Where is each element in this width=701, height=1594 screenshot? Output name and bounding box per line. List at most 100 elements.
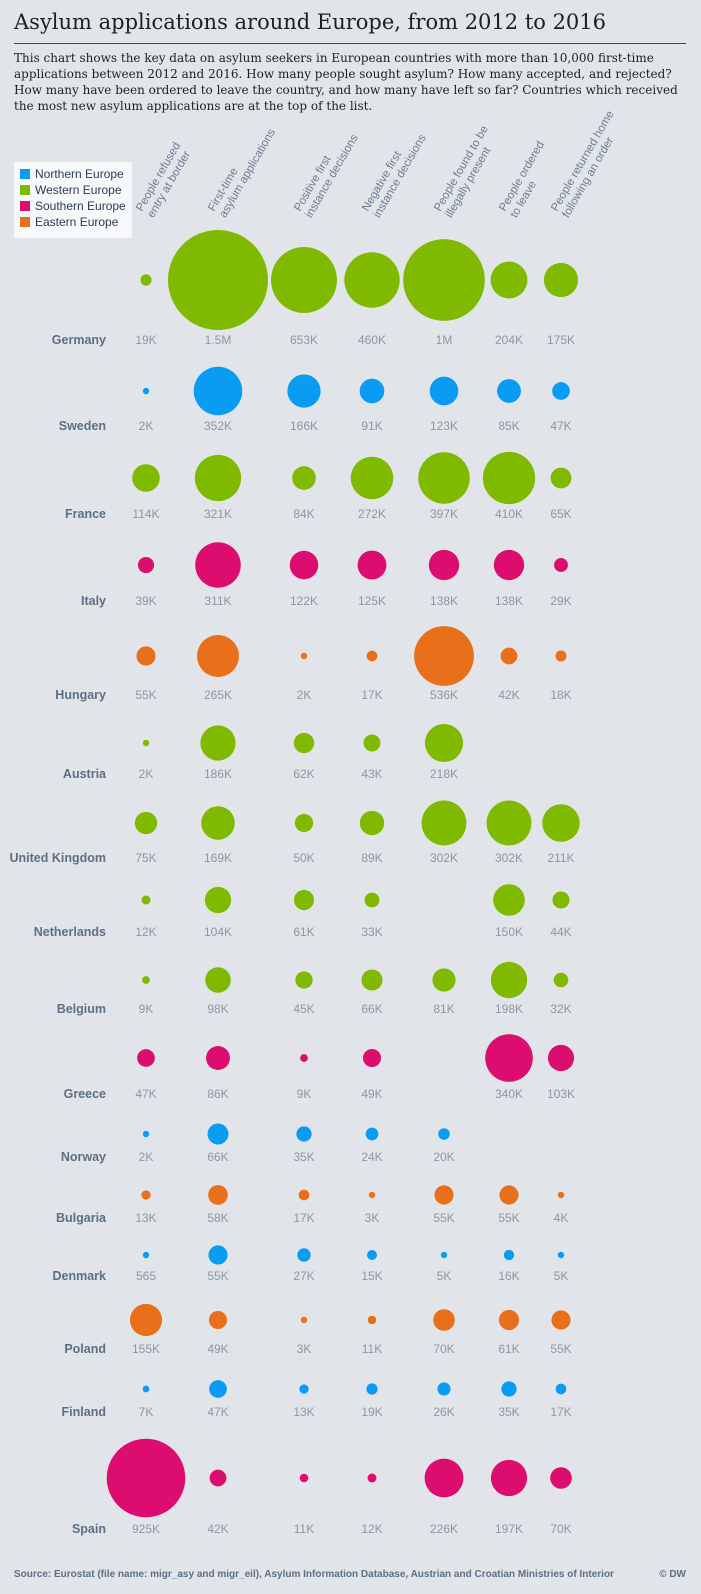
value-label: 61K [293, 925, 314, 939]
bubble-denmark-6 [503, 1249, 515, 1261]
value-label: 66K [207, 1150, 228, 1164]
bubble-sweden-2 [193, 366, 243, 416]
value-label: 226K [430, 1522, 458, 1536]
value-label: 33K [361, 925, 382, 939]
footer: Source: Eurostat (file name: migr_asy an… [14, 1569, 686, 1580]
value-label: 65K [550, 507, 571, 521]
bubble-germany-3 [271, 247, 337, 313]
country-label-italy: Italy [81, 594, 106, 608]
legend-item-western-europe: Western Europe [20, 182, 126, 198]
bubble-spain-2 [209, 1469, 227, 1487]
value-label: 925K [132, 1522, 160, 1536]
bubble-poland-6 [498, 1309, 520, 1331]
value-label: 29K [550, 594, 571, 608]
bubble-poland-2 [208, 1310, 228, 1330]
bubble-united-kingdom-3 [294, 813, 314, 833]
bubble-bulgaria-4 [368, 1191, 376, 1199]
bubble-sweden-6 [497, 379, 521, 403]
value-label: 81K [433, 1002, 454, 1016]
legend-swatch [20, 217, 30, 227]
bubble-spain-5 [424, 1458, 464, 1498]
bubble-finland-1 [142, 1385, 150, 1393]
bubble-finland-2 [209, 1380, 227, 1398]
value-label: 9K [139, 1002, 154, 1016]
value-label: 265K [204, 688, 232, 702]
bubble-hungary-6 [500, 647, 518, 665]
value-label: 35K [293, 1150, 314, 1164]
column-header: People refusedentry at border [134, 140, 194, 220]
country-label-austria: Austria [63, 767, 107, 781]
value-label: 7K [139, 1405, 154, 1419]
value-label: 397K [430, 507, 458, 521]
legend-label: Eastern Europe [35, 215, 119, 229]
bubble-united-kingdom-4 [359, 810, 385, 836]
legend-item-eastern-europe: Eastern Europe [20, 214, 126, 230]
column-header: Positive firstinstance decisions [292, 126, 361, 220]
bubble-poland-5 [433, 1309, 455, 1331]
value-label: 2K [297, 688, 312, 702]
bubble-hungary-1 [136, 646, 156, 666]
bubble-netherlands-3 [293, 889, 315, 911]
bubble-sweden-5 [429, 376, 459, 406]
bubble-finland-3 [299, 1384, 309, 1394]
value-label: 49K [207, 1342, 228, 1356]
bubble-france-3 [292, 466, 316, 490]
country-label-hungary: Hungary [55, 688, 106, 702]
value-label: 198K [495, 1002, 523, 1016]
bubble-united-kingdom-6 [486, 800, 532, 846]
value-label: 138K [430, 594, 458, 608]
bubble-denmark-2 [208, 1245, 228, 1265]
value-label: 2K [139, 767, 154, 781]
bubble-bulgaria-7 [557, 1191, 565, 1199]
bubble-germany-6 [490, 261, 528, 299]
bubble-greece-4 [362, 1048, 382, 1068]
value-label: 302K [430, 851, 458, 865]
bubble-greece-7 [547, 1044, 575, 1072]
value-label: 19K [361, 1405, 382, 1419]
bubble-france-7 [550, 467, 572, 489]
value-label: 27K [293, 1269, 314, 1283]
bubble-france-4 [350, 456, 394, 500]
bubble-poland-7 [551, 1310, 571, 1330]
value-label: 55K [433, 1211, 454, 1225]
bubble-united-kingdom-2 [201, 806, 235, 840]
value-label: 55K [498, 1211, 519, 1225]
value-label: 13K [293, 1405, 314, 1419]
bubble-belgium-5 [432, 968, 456, 992]
legend-swatch [20, 201, 30, 211]
bubble-italy-5 [428, 549, 460, 581]
bubble-austria-4 [363, 734, 381, 752]
chart-title: Asylum applications around Europe, from … [14, 10, 607, 34]
value-label: 4K [554, 1211, 569, 1225]
value-label: 138K [495, 594, 523, 608]
value-label: 186K [204, 767, 232, 781]
bubble-norway-5 [438, 1128, 450, 1140]
country-label-netherlands: Netherlands [34, 925, 106, 939]
value-label: 86K [207, 1087, 228, 1101]
value-label: 44K [550, 925, 571, 939]
bubble-greece-3 [300, 1054, 308, 1062]
value-label: 50K [293, 851, 314, 865]
value-label: 104K [204, 925, 232, 939]
value-label: 17K [361, 688, 382, 702]
value-label: 55K [135, 688, 156, 702]
value-label: 55K [207, 1269, 228, 1283]
bubble-hungary-4 [366, 650, 378, 662]
value-label: 1M [436, 333, 453, 347]
value-label: 565 [136, 1269, 156, 1283]
value-label: 311K [204, 594, 231, 608]
value-label: 62K [293, 767, 314, 781]
country-label-poland: Poland [64, 1342, 106, 1356]
credit: © DW [659, 1569, 686, 1580]
value-label: 5K [437, 1269, 452, 1283]
bubble-netherlands-6 [493, 884, 525, 916]
value-label: 84K [293, 507, 314, 521]
bubble-netherlands-2 [204, 886, 232, 914]
value-label: 47K [135, 1087, 156, 1101]
value-label: 123K [430, 419, 458, 433]
bubble-united-kingdom-7 [542, 804, 580, 842]
value-label: 98K [207, 1002, 228, 1016]
bubble-belgium-6 [490, 961, 528, 999]
value-label: 197K [495, 1522, 523, 1536]
